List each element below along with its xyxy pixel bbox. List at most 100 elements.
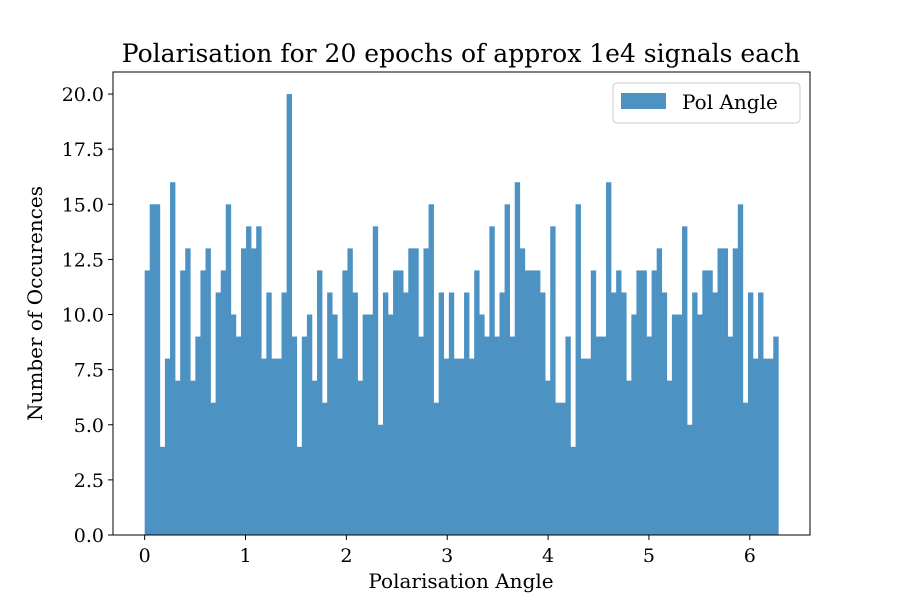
histogram-bar (702, 270, 708, 535)
histogram-bar (626, 380, 632, 535)
histogram-bar (317, 270, 323, 535)
histogram-bar (540, 292, 546, 535)
histogram-bar (595, 336, 602, 535)
histogram-bar (458, 358, 465, 535)
histogram-bar (747, 292, 754, 535)
histogram-bar (661, 292, 668, 535)
histogram-bar (727, 336, 734, 535)
histogram-bar (570, 446, 576, 535)
x-tick-label: 1 (239, 545, 251, 567)
histogram-bar (611, 292, 617, 535)
histogram-bar (144, 270, 151, 535)
histogram-bar (301, 336, 308, 535)
histogram-bar (210, 402, 216, 535)
histogram-bar (758, 292, 764, 535)
histogram-bar (281, 292, 287, 535)
histogram-bar (170, 182, 176, 536)
histogram-bar (717, 248, 723, 535)
histogram-bar (514, 182, 521, 536)
histogram-bar (519, 248, 526, 535)
histogram-bar (388, 314, 394, 535)
histogram-bar (484, 336, 490, 535)
histogram-bar (443, 358, 450, 535)
histogram-bar (372, 226, 379, 535)
histogram-bar (159, 446, 166, 535)
histogram-bar (631, 314, 637, 535)
bars-group (144, 94, 779, 536)
y-tick-label: 2.5 (74, 470, 104, 492)
histogram-bar (438, 292, 445, 535)
histogram-bar (413, 248, 419, 535)
histogram-bar (585, 358, 592, 535)
histogram-bar (616, 270, 622, 535)
histogram-bar (332, 314, 338, 535)
histogram-bar (154, 204, 161, 536)
x-tick-label: 0 (139, 545, 151, 567)
y-tick-label: 7.5 (74, 360, 104, 382)
histogram-bar (327, 292, 333, 535)
histogram-bar (240, 248, 247, 535)
y-tick-label: 5.0 (74, 415, 104, 437)
histogram-bar (509, 336, 516, 535)
histogram-bar (687, 424, 693, 535)
histogram-bar (722, 248, 728, 535)
histogram-bar (555, 402, 561, 535)
histogram-bar (550, 226, 556, 535)
y-axis-ticks: 0.0 2.5 5.0 7.5 10.0 12.5 15.0 17.5 20.0 (62, 84, 113, 547)
histogram-bar (474, 270, 480, 535)
histogram-bar (697, 314, 703, 535)
histogram-bar (433, 402, 439, 535)
histogram-bar (529, 270, 536, 535)
chart-title: Polarisation for 20 epochs of approx 1e4… (122, 39, 800, 68)
y-tick-label: 0.0 (74, 525, 104, 547)
histogram-bar (453, 358, 460, 535)
histogram-bar (149, 204, 156, 536)
histogram-bar (666, 380, 673, 535)
legend-label: Pol Angle (682, 90, 778, 114)
histogram-bar (651, 270, 657, 535)
histogram-bar (357, 380, 363, 535)
histogram-bar (575, 204, 581, 536)
histogram-bar (524, 270, 531, 535)
histogram-bar (464, 292, 470, 535)
histogram-bar (286, 94, 292, 536)
legend: Pol Angle (612, 82, 801, 124)
histogram-bar (479, 314, 485, 535)
histogram-bar (261, 358, 267, 535)
histogram-bar (403, 292, 409, 535)
histogram-bar (230, 314, 237, 535)
histogram-bar (342, 270, 348, 535)
histogram-bar (382, 292, 389, 535)
histogram-bar (175, 380, 181, 535)
x-tick-label: 2 (340, 545, 352, 567)
histogram-bar (164, 358, 171, 535)
histogram-bar (347, 248, 353, 535)
histogram-bar (605, 182, 612, 536)
histogram-bar (418, 336, 424, 535)
x-tick-label: 3 (441, 545, 453, 567)
x-tick-label: 4 (542, 545, 554, 567)
x-axis-label: Polarisation Angle (368, 569, 553, 593)
histogram-bar (580, 358, 587, 535)
histogram-bar (180, 270, 186, 535)
histogram-bar (504, 204, 510, 536)
histogram-bar (205, 248, 211, 535)
histogram-bar (565, 336, 571, 535)
histogram-bar (545, 380, 551, 535)
histogram-bar (682, 226, 688, 535)
histogram-bar (676, 314, 683, 535)
histogram-bar (215, 292, 222, 535)
plot-frame (112, 71, 811, 536)
histogram-bar (398, 270, 404, 535)
histogram-bar (494, 336, 500, 535)
histogram-bar (225, 204, 232, 536)
histogram-bar (276, 358, 282, 535)
histogram-bar (256, 226, 262, 535)
histogram-bar (393, 270, 399, 535)
histogram-bar (590, 270, 597, 535)
x-axis-ticks: 0 1 2 3 4 5 6 (139, 535, 756, 567)
histogram-bar (246, 226, 252, 535)
histogram-bar (306, 314, 313, 535)
histogram-bar (190, 380, 196, 535)
